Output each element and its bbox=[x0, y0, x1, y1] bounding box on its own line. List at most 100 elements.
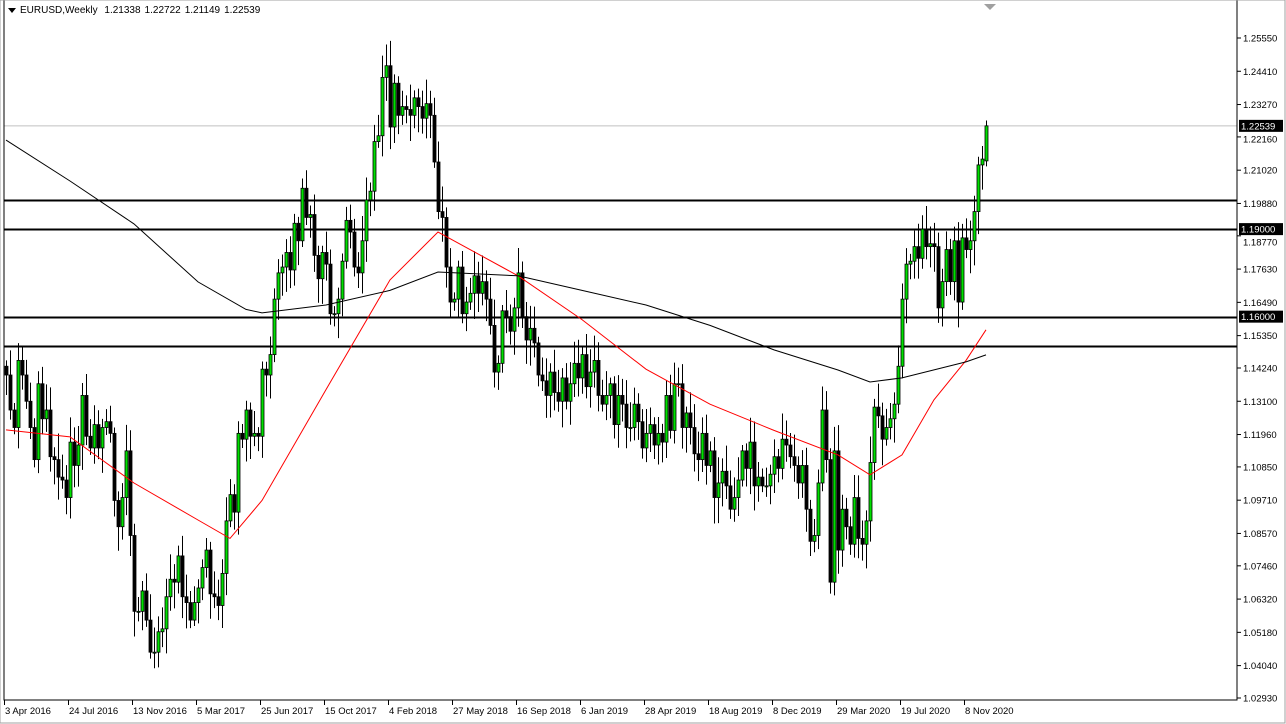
bull-candle bbox=[336, 298, 341, 315]
bear-candle bbox=[324, 252, 329, 265]
bull-candle bbox=[472, 275, 477, 294]
bull-candle bbox=[412, 97, 417, 116]
bear-candle bbox=[624, 403, 629, 428]
bear-candle bbox=[776, 456, 781, 469]
y-tick-label: 1.17630 bbox=[1243, 265, 1277, 276]
bull-candle bbox=[736, 479, 741, 498]
bull-candle bbox=[952, 240, 957, 283]
bull-candle bbox=[820, 409, 825, 484]
bull-candle bbox=[80, 395, 85, 446]
y-tick-label: 1.07460 bbox=[1243, 561, 1277, 572]
bear-candle bbox=[620, 395, 625, 405]
bear-candle bbox=[584, 354, 589, 388]
bear-candle bbox=[488, 298, 493, 326]
bear-candle bbox=[880, 415, 885, 440]
bear-candle bbox=[188, 602, 193, 621]
x-tick-label: 3 Apr 2016 bbox=[5, 706, 51, 717]
bear-candle bbox=[296, 222, 301, 242]
x-tick-label: 13 Nov 2016 bbox=[133, 706, 187, 717]
dropdown-triangle-icon[interactable] bbox=[8, 7, 16, 13]
bull-candle bbox=[700, 432, 705, 461]
bear-candle bbox=[256, 432, 261, 437]
bear-candle bbox=[948, 249, 953, 283]
bear-candle bbox=[312, 214, 317, 256]
bull-candle bbox=[332, 313, 337, 316]
bull-candle bbox=[16, 360, 21, 428]
bear-candle bbox=[804, 465, 809, 510]
bull-candle bbox=[124, 450, 129, 498]
horizontal-levels bbox=[4, 125, 1237, 348]
y-tick-label: 1.04040 bbox=[1243, 661, 1277, 672]
bull-candle bbox=[120, 497, 125, 528]
bear-candle bbox=[440, 211, 445, 218]
chart-shift-icon[interactable] bbox=[984, 4, 996, 10]
bull-candle bbox=[580, 354, 585, 379]
bear-candle bbox=[96, 424, 101, 449]
bear-candle bbox=[532, 327, 537, 344]
bear-candle bbox=[612, 383, 617, 426]
bear-candle bbox=[116, 500, 121, 528]
y-tick-label: 1.23270 bbox=[1243, 100, 1277, 111]
price-label-bg bbox=[1239, 310, 1283, 323]
y-tick-label: 1.25550 bbox=[1243, 34, 1277, 45]
bull-candle bbox=[452, 298, 457, 303]
bull-candle bbox=[384, 65, 389, 78]
bear-candle bbox=[264, 368, 269, 376]
bear-candle bbox=[752, 441, 757, 487]
bull-candle bbox=[772, 456, 777, 475]
bear-candle bbox=[876, 406, 881, 417]
bear-candle bbox=[388, 65, 393, 128]
bear-candle bbox=[796, 465, 801, 484]
bear-candle bbox=[640, 421, 645, 449]
bull-candle bbox=[632, 403, 637, 428]
bear-candle bbox=[596, 360, 601, 396]
y-tick-label: 1.08570 bbox=[1243, 529, 1277, 540]
bear-candle bbox=[688, 412, 693, 428]
bull-candle bbox=[768, 473, 773, 487]
bear-candle bbox=[328, 263, 333, 315]
bear-candle bbox=[924, 228, 929, 248]
bear-candle bbox=[836, 450, 841, 551]
bull-candle bbox=[944, 249, 949, 283]
bear-candle bbox=[52, 456, 57, 461]
bear-candle bbox=[504, 310, 509, 318]
price-label-bg bbox=[1239, 119, 1283, 132]
bull-candle bbox=[740, 450, 745, 481]
bull-candle bbox=[372, 141, 377, 192]
x-tick-label: 27 May 2018 bbox=[453, 706, 508, 717]
bear-candle bbox=[28, 400, 33, 428]
bull-candle bbox=[780, 438, 785, 469]
bull-candle bbox=[468, 292, 473, 303]
bear-candle bbox=[240, 432, 245, 440]
bull-candle bbox=[616, 395, 621, 426]
bear-candle bbox=[84, 395, 89, 437]
bear-candle bbox=[744, 450, 749, 469]
bull-candle bbox=[480, 281, 485, 294]
time-axis[interactable]: 3 Apr 2016 24 Jul 2016 13 Nov 2016 5 Mar 20… bbox=[4, 700, 1014, 717]
bull-candle bbox=[236, 432, 241, 513]
bull-candle bbox=[976, 164, 981, 213]
bear-candle bbox=[692, 427, 697, 455]
bull-candle bbox=[340, 260, 345, 300]
bull-candle bbox=[816, 482, 821, 536]
bear-candle bbox=[88, 435, 93, 449]
bull-candle bbox=[512, 307, 517, 332]
bull-candle bbox=[592, 360, 597, 373]
x-tick-label: 24 Jul 2016 bbox=[69, 706, 118, 717]
bear-candle bbox=[792, 456, 797, 466]
bear-candle bbox=[680, 383, 685, 428]
bear-candle bbox=[396, 82, 401, 116]
bull-candle bbox=[100, 427, 105, 449]
bull-candle bbox=[160, 628, 165, 633]
bear-candle bbox=[60, 476, 65, 481]
bull-candle bbox=[604, 395, 609, 405]
bull-candle bbox=[812, 535, 817, 542]
bear-candle bbox=[936, 246, 941, 309]
bull-candle bbox=[560, 377, 565, 402]
y-tick-label: 1.16490 bbox=[1243, 298, 1277, 309]
bear-candle bbox=[348, 219, 353, 233]
price-axis[interactable]: 1.25550 1.24410 1.23270 1.22160 1.21020 1.198… bbox=[1237, 34, 1283, 705]
bull-candle bbox=[244, 409, 249, 440]
price-label-bg bbox=[1239, 223, 1283, 236]
